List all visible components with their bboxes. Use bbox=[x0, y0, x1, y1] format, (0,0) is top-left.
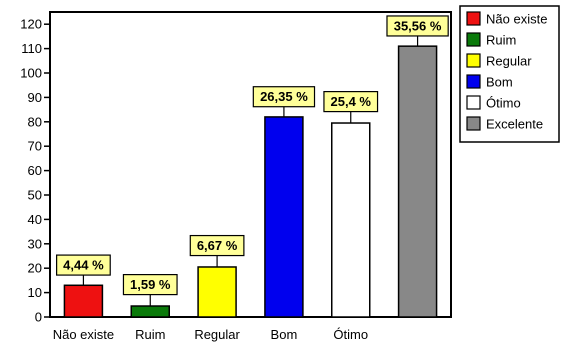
x-tick-label: Regular bbox=[194, 327, 240, 342]
x-tick-label: Não existe bbox=[53, 327, 114, 342]
y-tick-label: 90 bbox=[28, 90, 42, 105]
data-label: 25,4 % bbox=[331, 94, 372, 109]
legend: Não existe Ruim Regular Bom Ótimo Excelente bbox=[459, 5, 560, 143]
x-tick-label: Ótimo bbox=[333, 327, 368, 342]
y-tick-label: 0 bbox=[35, 310, 42, 325]
data-labels: 4,44 % 1,59 % 6,67 % 26,35 % 25,4 % 35,56 % bbox=[56, 15, 449, 296]
legend-swatch bbox=[466, 95, 481, 110]
y-tick-label: 70 bbox=[28, 139, 42, 154]
legend-swatch bbox=[466, 32, 481, 47]
y-tick-label: 110 bbox=[21, 41, 42, 56]
data-label: 4,44 % bbox=[63, 258, 104, 273]
legend-label: Bom bbox=[486, 75, 513, 90]
y-tick-label: 10 bbox=[28, 285, 42, 300]
y-tick-label: 20 bbox=[28, 261, 42, 276]
legend-swatch bbox=[466, 53, 481, 68]
data-label: 35,56 % bbox=[394, 18, 442, 33]
bar bbox=[130, 305, 170, 318]
bar bbox=[63, 284, 104, 318]
legend-label: Excelente bbox=[486, 117, 543, 132]
plot-frame bbox=[49, 11, 452, 318]
y-tick-label: 60 bbox=[28, 163, 42, 178]
data-label-box bbox=[386, 15, 449, 37]
bar bbox=[197, 266, 237, 318]
x-tick-label: Bom bbox=[271, 327, 298, 342]
data-label-box bbox=[56, 254, 111, 276]
data-label-box bbox=[122, 274, 178, 296]
data-label-box bbox=[252, 86, 316, 108]
y-tick-label: 30 bbox=[28, 236, 42, 251]
y-axis: 0 10 20 30 40 50 60 70 80 90 100 110 120 bbox=[20, 17, 50, 325]
data-label-box bbox=[189, 234, 245, 257]
bar bbox=[397, 45, 438, 318]
data-label: 26,35 % bbox=[260, 89, 308, 104]
y-tick-label: 120 bbox=[20, 17, 42, 32]
legend-frame bbox=[459, 5, 560, 143]
bar bbox=[331, 122, 371, 318]
legend-swatch bbox=[466, 74, 481, 89]
bar bbox=[264, 116, 304, 318]
data-label-box bbox=[323, 90, 379, 113]
y-tick-label: 80 bbox=[28, 114, 42, 129]
y-tick-label: 40 bbox=[28, 212, 42, 227]
data-label: 1,59 % bbox=[130, 277, 171, 292]
y-tick-label: 100 bbox=[20, 66, 42, 81]
y-tick-label: 50 bbox=[28, 188, 42, 203]
legend-label: Ótimo bbox=[486, 96, 521, 111]
x-axis-labels: Não existe Ruim Regular Bom Ótimo bbox=[53, 327, 368, 342]
legend-swatch bbox=[466, 11, 481, 26]
legend-label: Não existe bbox=[486, 12, 547, 27]
legend-swatch bbox=[466, 116, 481, 131]
data-label: 6,67 % bbox=[197, 238, 238, 253]
x-tick-label: Ruim bbox=[135, 327, 165, 342]
legend-label: Ruim bbox=[486, 33, 516, 48]
legend-label: Regular bbox=[486, 54, 532, 69]
